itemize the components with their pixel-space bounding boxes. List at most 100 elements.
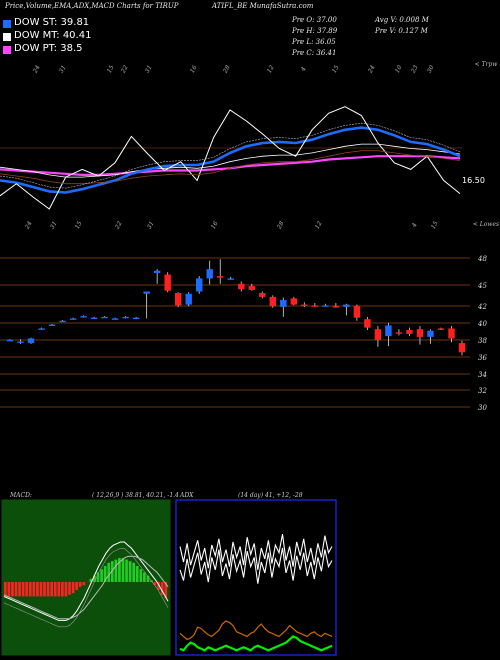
macd-hist-bar bbox=[46, 582, 50, 597]
price-tick-label: 45 bbox=[477, 282, 487, 290]
mid-date-tick: 22 bbox=[113, 220, 123, 231]
macd-hist-bar bbox=[43, 582, 46, 597]
candle-body bbox=[448, 328, 455, 339]
avg-volume: Avg V: 0.008 M bbox=[375, 16, 429, 24]
candle-body bbox=[238, 283, 245, 290]
candle-body bbox=[174, 293, 182, 306]
macd-hist-bar bbox=[32, 582, 36, 597]
price-tick-label: 34 bbox=[478, 371, 487, 379]
candle-body bbox=[458, 343, 466, 353]
candle-body bbox=[132, 317, 140, 320]
candle-body bbox=[395, 332, 403, 334]
candle-body bbox=[343, 304, 350, 307]
price-tick-label: 36 bbox=[478, 354, 487, 362]
macd-title: MACD: bbox=[9, 492, 32, 499]
macd-hist-bar bbox=[78, 582, 82, 587]
price-tick-label: 38 bbox=[478, 337, 487, 345]
macd-hist-bar bbox=[96, 572, 100, 582]
macd-hist-bar bbox=[28, 582, 32, 597]
top-date-tick: 16 bbox=[189, 64, 199, 74]
macd-hist-bar bbox=[132, 562, 136, 582]
candle-body bbox=[332, 306, 340, 308]
top-date-tick: 4 bbox=[299, 66, 308, 74]
candle-body bbox=[80, 316, 87, 318]
candle-body bbox=[38, 328, 45, 330]
macd-hist-bar bbox=[110, 561, 114, 582]
candle-body bbox=[301, 304, 308, 306]
mid-date-tick: 24 bbox=[23, 220, 33, 231]
mid-date-tick: 4 bbox=[410, 222, 419, 230]
adx-di-minus bbox=[179, 547, 333, 584]
macd-hist-bar bbox=[121, 558, 125, 582]
macd-line bbox=[3, 541, 169, 621]
adx-title: ADX bbox=[179, 492, 194, 499]
macd-hist-bar bbox=[160, 582, 164, 595]
mid-date-tick: 28 bbox=[275, 220, 285, 231]
candle-body bbox=[69, 318, 77, 320]
ema-line-dotted bbox=[0, 122, 461, 189]
macd-hist-bar bbox=[135, 566, 139, 582]
mid-date-tick: 15 bbox=[430, 220, 440, 230]
adx-orange-line bbox=[179, 620, 333, 641]
macd-hist-bar bbox=[61, 582, 64, 597]
candle-body bbox=[269, 296, 276, 307]
candle-body bbox=[374, 329, 382, 340]
ema-line-2 bbox=[0, 143, 461, 178]
price-last-label: 16.50 bbox=[462, 176, 485, 185]
macd-hist-bar bbox=[25, 582, 29, 597]
macd-hist-bar bbox=[128, 561, 132, 582]
ema-line-brown bbox=[0, 150, 461, 185]
price-tick-label: 30 bbox=[478, 404, 487, 412]
pre-close: Pre C: 36.41 bbox=[292, 49, 337, 57]
macd-extra-line bbox=[3, 548, 169, 628]
candle-body bbox=[364, 319, 371, 328]
price-tick-label: 32 bbox=[478, 387, 487, 395]
macd-hist-bar bbox=[18, 582, 21, 597]
adx-di-plus bbox=[179, 533, 333, 570]
macd-hist-bar bbox=[14, 582, 18, 597]
candle-body bbox=[311, 305, 319, 307]
macd-hist-bar bbox=[57, 582, 61, 597]
top-date-tick: 22 bbox=[119, 64, 129, 75]
adx-params: (14 day) 41, +12, -28 bbox=[238, 492, 303, 499]
candle-body bbox=[206, 269, 213, 279]
macd-params: ( 12,26,9 ) 38.81, 40.21, -1.4 bbox=[92, 492, 179, 499]
candle-body bbox=[185, 293, 192, 305]
top-axis-note: < Trpw bbox=[475, 61, 499, 68]
mid-date-tick: 31 bbox=[49, 220, 59, 230]
macd-hist-bar bbox=[71, 582, 75, 594]
mid-date-tick: 12 bbox=[314, 220, 324, 230]
top-date-tick: 23 bbox=[409, 64, 419, 75]
macd-hist-bar bbox=[114, 559, 118, 582]
macd-hist-bar bbox=[50, 582, 54, 597]
candle-body bbox=[143, 291, 150, 294]
macd-hist-bar bbox=[107, 562, 111, 582]
macd-hist-bar bbox=[157, 582, 160, 590]
macd-hist-bar bbox=[21, 582, 25, 597]
candle-body bbox=[353, 306, 361, 318]
top-date-tick: 24 bbox=[31, 64, 41, 75]
macd-signal-line bbox=[3, 555, 169, 620]
header-source: ATIFL_BE MunafaSutra.com bbox=[212, 2, 314, 10]
candle-body bbox=[406, 329, 413, 334]
candle-body bbox=[280, 299, 287, 307]
pre-high: Pre H: 37.89 bbox=[292, 27, 338, 35]
macd-hist-bar bbox=[103, 566, 107, 582]
top-date-tick: 15 bbox=[106, 64, 116, 74]
legend-dow-pt: DOW PT: 38.5 bbox=[14, 43, 83, 54]
pre-open: Pre O: 37.00 bbox=[292, 16, 337, 24]
pre-low: Pre L: 36.05 bbox=[292, 38, 336, 46]
header-title: Price,Volume,EMA,ADX,MACD Charts for TIR… bbox=[5, 2, 179, 10]
macd-hist-bar bbox=[89, 578, 93, 582]
candle-body bbox=[164, 274, 171, 291]
macd-hist-bar bbox=[4, 582, 7, 597]
candle-body bbox=[290, 298, 298, 305]
candle-body bbox=[111, 318, 119, 320]
legend-dow-mt: DOW MT: 40.41 bbox=[14, 30, 92, 41]
ema-line-0 bbox=[0, 106, 461, 210]
candle-body bbox=[259, 293, 266, 297]
macd-hist-bar bbox=[64, 582, 68, 597]
macd-hist-bar bbox=[125, 559, 128, 582]
candle-body bbox=[48, 324, 56, 326]
